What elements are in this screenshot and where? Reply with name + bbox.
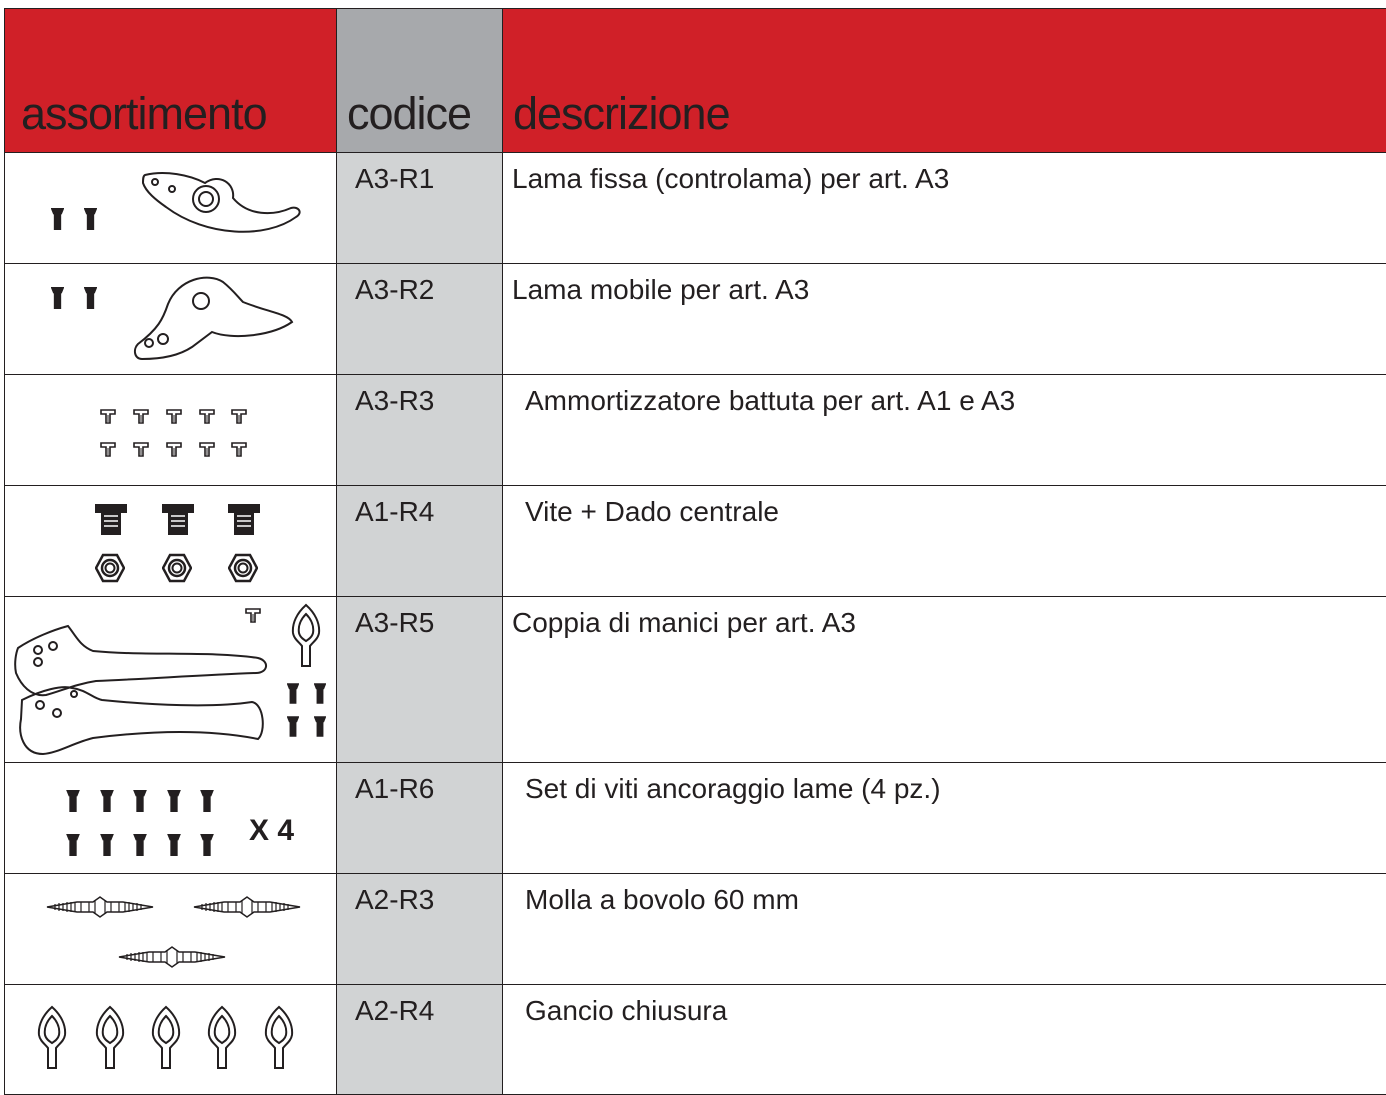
image-cell: [4, 485, 337, 597]
image-cell: [4, 984, 337, 1095]
header-text: assortimento: [21, 88, 268, 139]
image-cell: [4, 263, 337, 375]
code-cell: A2-R3: [336, 873, 503, 985]
header-cell: descrizione: [502, 8, 1386, 153]
code-cell: A1-R4: [336, 485, 503, 597]
header-cell: assortimento: [4, 8, 337, 153]
description-cell: Set di viti ancoraggio lame (4 pz.): [502, 762, 1386, 874]
code-cell: A1-R6: [336, 762, 503, 874]
image-cell: [4, 596, 337, 763]
header-text: descrizione: [513, 88, 731, 139]
code-cell: A3-R3: [336, 374, 503, 486]
description-cell: Ammortizzatore battuta per art. A1 e A3: [502, 374, 1386, 486]
code-cell: A2-R4: [336, 984, 503, 1095]
code-cell: A3-R1: [336, 152, 503, 264]
image-cell: [4, 873, 337, 985]
description-cell: Lama fissa (controlama) per art. A3: [502, 152, 1386, 264]
description-cell: Gancio chiusura: [502, 984, 1386, 1095]
description-cell: Vite + Dado centrale: [502, 485, 1386, 597]
header-cell: codice: [336, 8, 503, 153]
image-cell: [4, 152, 337, 264]
image-cell: [4, 762, 337, 874]
description-cell: Lama mobile per art. A3: [502, 263, 1386, 375]
image-cell: [4, 374, 337, 486]
description-cell: Coppia di manici per art. A3: [502, 596, 1386, 763]
header-text: codice: [347, 88, 472, 139]
description-cell: Molla a bovolo 60 mm: [502, 873, 1386, 985]
code-cell: A3-R5: [336, 596, 503, 763]
code-cell: A3-R2: [336, 263, 503, 375]
